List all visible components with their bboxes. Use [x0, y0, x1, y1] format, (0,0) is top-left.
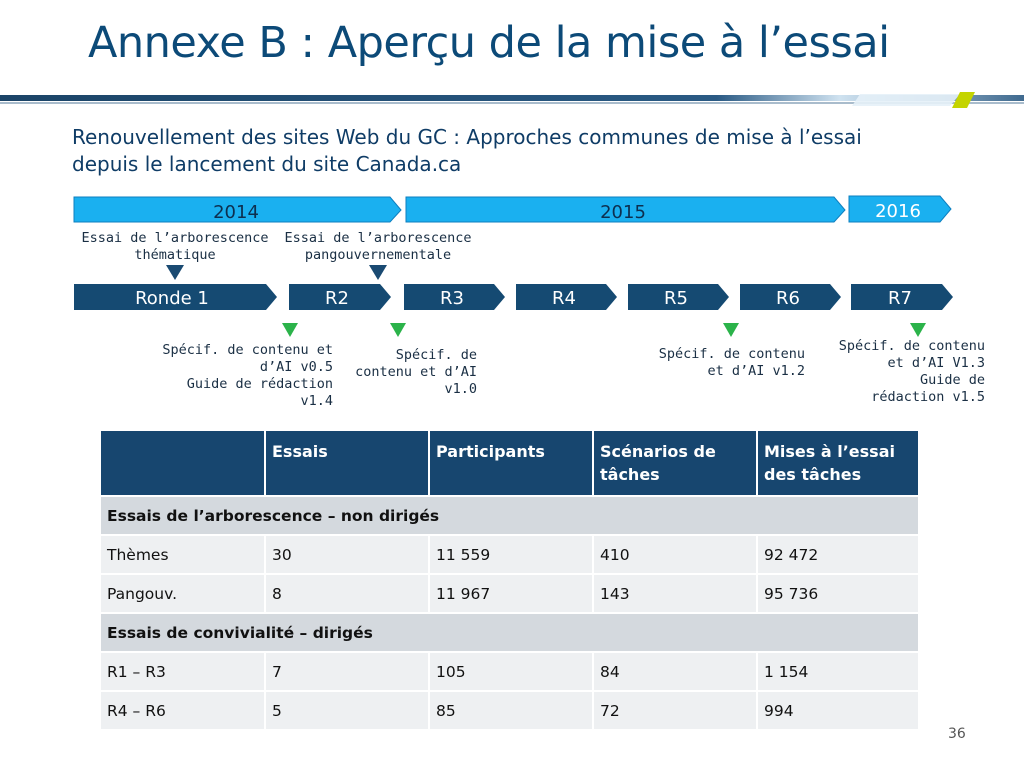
spec-label-3: Spécif. de contenu et d’AI v1.2 — [658, 346, 805, 379]
round-bar-4 — [516, 284, 617, 310]
table-cell: 85 — [429, 691, 594, 731]
table-cell: 95 736 — [757, 574, 918, 614]
round-label-1: Ronde 1 — [135, 288, 209, 309]
page-number: 36 — [948, 726, 966, 742]
tree-test-marker-2 — [369, 265, 387, 280]
section-title: Essais de convivialité – dirigés — [101, 613, 918, 653]
year-label-2015: 2015 — [600, 202, 646, 223]
round-bar-6 — [740, 284, 841, 310]
spec-label-2: Spécif. de contenu et d’AI v1.0 — [355, 347, 477, 397]
round-bar-3 — [404, 284, 505, 310]
table-cell: 143 — [593, 574, 758, 614]
slide-title: Annexe B : Aperçu de la mise à l’essai — [88, 18, 890, 68]
year-label-2016: 2016 — [875, 201, 921, 222]
table-section-row: Essais de convivialité – dirigés — [101, 613, 918, 653]
section-title: Essais de l’arborescence – non dirigés — [101, 496, 918, 536]
round-label-5: R5 — [664, 288, 688, 309]
tree-test-label-2: Essai de l’arborescence pangouvernementa… — [284, 230, 472, 263]
table-cell: 7 — [265, 652, 430, 692]
table-header-cell — [101, 431, 266, 497]
spec-marker-4 — [910, 323, 926, 337]
table-section-row: Essais de l’arborescence – non dirigés — [101, 496, 918, 536]
table-cell: 11 559 — [429, 535, 594, 575]
table-cell: 5 — [265, 691, 430, 731]
table-cell: 105 — [429, 652, 594, 692]
spec-marker-2 — [390, 323, 406, 337]
table-header-cell: Mises à l’essai des tâches — [757, 431, 918, 497]
table-row: Pangouv. 8 11 967 143 95 736 — [101, 574, 918, 614]
table-cell: 92 472 — [757, 535, 918, 575]
year-bar-2015 — [405, 196, 846, 223]
tree-test-marker-1 — [166, 265, 184, 280]
slide-subtitle: Renouvellement des sites Web du GC : App… — [72, 125, 862, 176]
table-header-row: Essais Participants Scénarios de tâches … — [101, 431, 918, 497]
year-bars: 2014 2015 2016 — [73, 195, 952, 223]
table-cell: 994 — [757, 691, 918, 731]
table-cell: R1 – R3 — [101, 652, 266, 692]
table-cell: Thèmes — [101, 535, 266, 575]
table-cell: 72 — [593, 691, 758, 731]
spec-marker-3 — [723, 323, 739, 337]
table-cell: R4 – R6 — [101, 691, 266, 731]
table-cell: 410 — [593, 535, 758, 575]
spec-markers — [282, 323, 926, 337]
year-bar-2014 — [73, 196, 402, 223]
table-header-cell: Scénarios de tâches — [593, 431, 758, 497]
table-cell: 11 967 — [429, 574, 594, 614]
table-row: R4 – R6 5 85 72 994 — [101, 691, 918, 731]
round-label-4: R4 — [552, 288, 576, 309]
round-label-2: R2 — [325, 288, 349, 309]
spec-marker-1 — [282, 323, 298, 337]
round-bars: Ronde 1 R2 R3 R4 R5 R6 R7 — [74, 284, 953, 310]
tree-test-markers — [166, 265, 387, 280]
round-bar-2 — [289, 284, 391, 310]
table-header-cell: Essais — [265, 431, 430, 497]
round-label-6: R6 — [776, 288, 800, 309]
spec-label-4: Spécif. de contenu et d’AI V1.3 Guide de… — [838, 338, 985, 405]
timeline: 2014 2015 2016 Ronde 1 R2 R3 R4 R5 R6 R7 — [73, 195, 953, 337]
round-bar-5 — [628, 284, 729, 310]
table-cell: 8 — [265, 574, 430, 614]
year-bar-2016 — [848, 195, 952, 223]
testing-summary-table: Essais Participants Scénarios de tâches … — [101, 431, 918, 731]
tree-test-label-1: Essai de l’arborescence thématique — [81, 230, 269, 263]
title-rule — [0, 92, 1024, 108]
table-cell: 1 154 — [757, 652, 918, 692]
table-header-cell: Participants — [429, 431, 594, 497]
round-label-3: R3 — [440, 288, 464, 309]
round-bar-7 — [851, 284, 953, 310]
table-cell: 84 — [593, 652, 758, 692]
spec-label-1: Spécif. de contenu et d’AI v0.5 Guide de… — [162, 342, 333, 409]
table-row: R1 – R3 7 105 84 1 154 — [101, 652, 918, 692]
table-row: Thèmes 30 11 559 410 92 472 — [101, 535, 918, 575]
table-cell: 30 — [265, 535, 430, 575]
year-label-2014: 2014 — [213, 202, 259, 223]
round-bar-1 — [74, 284, 277, 310]
table-cell: Pangouv. — [101, 574, 266, 614]
round-label-7: R7 — [888, 288, 912, 309]
